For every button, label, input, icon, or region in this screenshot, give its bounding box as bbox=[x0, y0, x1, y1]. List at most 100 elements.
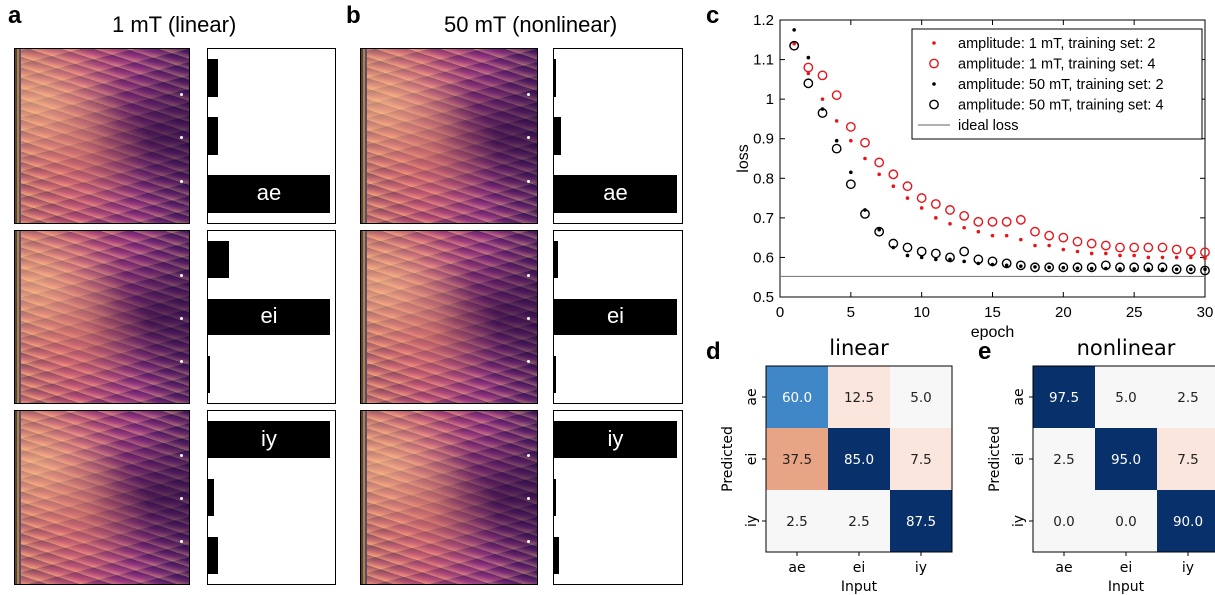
data-point bbox=[973, 216, 984, 227]
data-point bbox=[820, 97, 825, 101]
data-point bbox=[789, 40, 800, 51]
matrix-cell-value: 60.0 bbox=[782, 390, 812, 406]
panel-letter-d: d bbox=[706, 338, 721, 365]
matrix-cell bbox=[1095, 366, 1157, 428]
data-point bbox=[834, 138, 839, 143]
data-point bbox=[962, 225, 966, 230]
matrix-title: linear bbox=[829, 336, 889, 360]
data-point bbox=[934, 216, 938, 220]
data-point bbox=[863, 156, 867, 161]
data-point bbox=[1058, 232, 1069, 243]
output-bar bbox=[208, 421, 330, 459]
matrix-cell-value: 2.5 bbox=[848, 514, 869, 530]
matrix-cell-value: 0.0 bbox=[1115, 514, 1136, 530]
output-probe-dot bbox=[527, 136, 530, 139]
matrix-cell bbox=[1095, 428, 1157, 490]
panel-letter-e: e bbox=[978, 338, 992, 365]
confusion-matrix-linear: linear 60.0 12.5 5.0 37.5 85.0 7.5 2.5 2.5 87.5 ae… bbox=[720, 336, 953, 595]
data-point bbox=[1004, 263, 1009, 268]
data-point bbox=[902, 242, 913, 253]
source-edge bbox=[361, 49, 367, 223]
y-tick-label: ei bbox=[1011, 453, 1027, 466]
matrix-cell-value: 5.0 bbox=[1115, 390, 1136, 406]
output-bar-label: iy bbox=[261, 425, 277, 451]
data-point bbox=[1089, 266, 1094, 271]
data-point bbox=[1047, 243, 1051, 248]
y-tick-label: ei bbox=[744, 453, 760, 466]
output-bar-label: ei bbox=[606, 303, 625, 328]
y-tick-label: 0.7 bbox=[753, 210, 774, 227]
data-point bbox=[945, 205, 955, 215]
data-point bbox=[831, 143, 842, 154]
output-bars-nonlinear-ei: ei bbox=[553, 230, 683, 404]
panel-letter-c: c bbox=[706, 2, 720, 29]
data-point bbox=[806, 71, 811, 76]
data-point bbox=[990, 233, 995, 238]
x-tick-label: iy bbox=[915, 560, 927, 576]
output-bar bbox=[554, 479, 556, 516]
data-point bbox=[987, 256, 998, 267]
x-tick-label: ei bbox=[853, 560, 866, 576]
output-probe-dot bbox=[180, 360, 183, 363]
data-point bbox=[817, 108, 828, 118]
data-point bbox=[1203, 267, 1207, 272]
data-point bbox=[1129, 262, 1140, 273]
data-point bbox=[1086, 238, 1097, 249]
matrix-cell bbox=[1033, 366, 1095, 428]
matrix-cell bbox=[890, 428, 952, 490]
output-bars-linear-iy: iy bbox=[207, 410, 336, 585]
data-point bbox=[1100, 240, 1111, 251]
data-point bbox=[948, 221, 952, 226]
output-bar bbox=[208, 355, 210, 393]
panel-letter-a: a bbox=[8, 2, 22, 29]
data-point bbox=[874, 226, 885, 237]
data-point bbox=[1189, 255, 1193, 260]
output-bar-label: ei bbox=[260, 303, 278, 328]
data-point bbox=[1160, 255, 1165, 260]
y-axis-label: Predicted bbox=[987, 426, 1003, 492]
data-point bbox=[1185, 246, 1196, 257]
y-tick-label: 1.2 bbox=[753, 12, 774, 29]
data-point bbox=[888, 169, 899, 180]
output-bar bbox=[554, 421, 677, 459]
data-point bbox=[1146, 255, 1151, 260]
matrix-cell bbox=[1157, 490, 1215, 552]
wave-image-linear-ei bbox=[14, 230, 190, 404]
legend-label: amplitude: 50 mT, training set: 4 bbox=[958, 98, 1164, 114]
matrix-cell bbox=[890, 490, 952, 552]
output-bar bbox=[208, 175, 330, 213]
matrix-cell bbox=[1157, 428, 1215, 490]
data-point bbox=[1200, 265, 1210, 276]
data-point bbox=[803, 78, 814, 89]
x-tick-label: 15 bbox=[984, 304, 1001, 321]
data-point bbox=[874, 157, 885, 168]
legend-marker bbox=[929, 58, 939, 69]
data-point bbox=[916, 193, 927, 203]
output-probe-dot bbox=[180, 317, 183, 320]
data-point bbox=[1030, 226, 1040, 237]
output-bar bbox=[554, 536, 559, 574]
data-point bbox=[916, 246, 927, 257]
wave-image-nonlinear-iy bbox=[360, 410, 538, 585]
output-probe-dot bbox=[180, 454, 183, 457]
data-point bbox=[1143, 262, 1154, 273]
output-bar bbox=[554, 59, 557, 97]
data-point bbox=[1174, 267, 1179, 272]
y-tick-label: 0.9 bbox=[753, 131, 774, 148]
output-probe-dot bbox=[180, 93, 183, 96]
legend-label: amplitude: 1 mT, training set: 2 bbox=[958, 36, 1155, 52]
output-bar bbox=[208, 479, 215, 516]
wave-image-nonlinear-ei bbox=[360, 230, 538, 404]
data-point bbox=[849, 138, 853, 143]
data-point bbox=[1086, 262, 1097, 273]
output-probe-dot bbox=[180, 497, 183, 500]
confusion-matrix-nonlinear: nonlinear 97.5 5.0 2.5 2.5 95.0 7.5 0.0 0.0 90.0 a… bbox=[987, 336, 1215, 595]
matrix-cell bbox=[1033, 428, 1095, 490]
output-probe-dot bbox=[527, 274, 530, 277]
data-point bbox=[948, 257, 952, 262]
x-tick-label: 10 bbox=[913, 304, 930, 321]
legend-marker bbox=[932, 82, 936, 86]
matrix-cell-value: 90.0 bbox=[1173, 514, 1203, 530]
output-probe-dot bbox=[527, 454, 530, 457]
data-point bbox=[1033, 265, 1037, 269]
